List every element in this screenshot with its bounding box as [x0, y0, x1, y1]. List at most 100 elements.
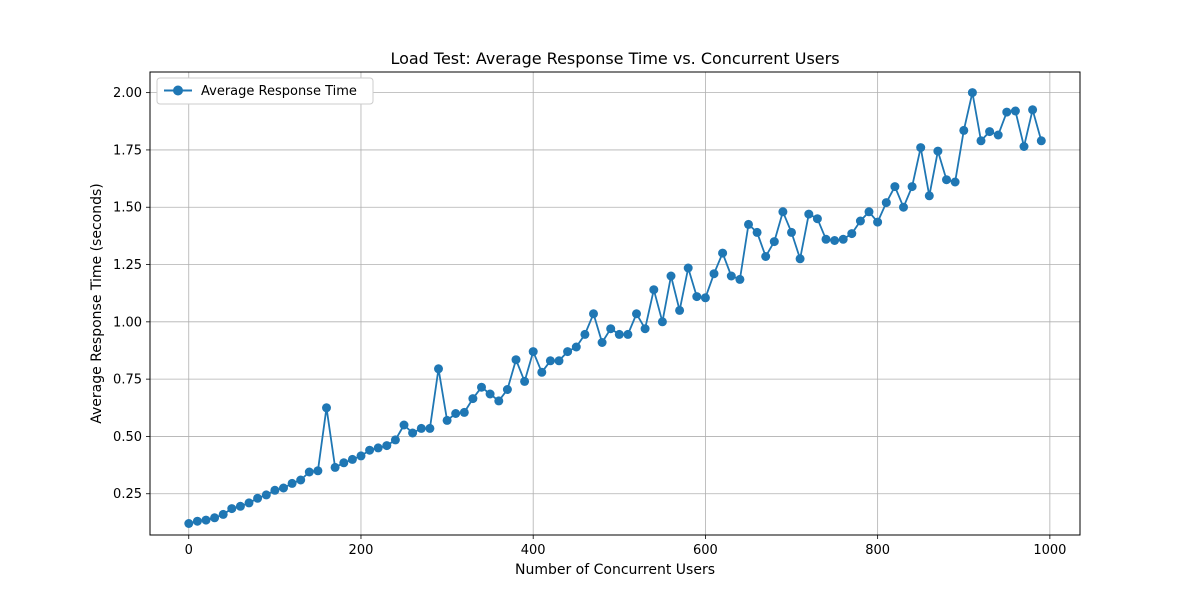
- data-point: [726, 271, 736, 281]
- data-point: [434, 364, 443, 374]
- data-point: [950, 177, 960, 187]
- data-point: [1010, 106, 1020, 116]
- plot-frame: [149, 71, 1081, 536]
- data-point: [227, 504, 237, 514]
- data-point: [830, 236, 840, 245]
- x-tick-label: 600: [693, 543, 718, 558]
- data-point: [761, 252, 771, 261]
- y-tick-label: 0.75: [113, 373, 142, 388]
- data-point: [339, 458, 349, 468]
- data-point: [976, 136, 986, 146]
- data-point: [993, 130, 1003, 140]
- data-point: [924, 191, 934, 201]
- data-point: [873, 217, 883, 227]
- y-tick-label: 1.25: [113, 258, 142, 273]
- data-point: [769, 237, 779, 247]
- series-layer: [184, 88, 1046, 528]
- data-point: [683, 263, 693, 273]
- data-point: [287, 478, 297, 488]
- data-point: [795, 254, 805, 264]
- x-tick-label: 800: [865, 543, 890, 558]
- data-point: [399, 420, 409, 430]
- x-tick-label: 200: [349, 543, 374, 558]
- data-point: [511, 355, 521, 365]
- data-point: [528, 347, 538, 357]
- data-point: [218, 509, 228, 519]
- data-point: [899, 202, 908, 212]
- data-point: [752, 227, 762, 237]
- data-point: [494, 396, 504, 406]
- x-axis-ticks: 0 200 400 600 800 1000: [185, 535, 1066, 558]
- y-tick-label: 2.00: [113, 86, 142, 101]
- data-point: [451, 409, 461, 418]
- y-tick-label: 1.50: [113, 201, 142, 216]
- data-point: [942, 175, 951, 185]
- data-point: [640, 324, 650, 334]
- data-point: [192, 516, 202, 526]
- y-tick-label: 1.75: [113, 143, 142, 158]
- data-point: [408, 428, 418, 438]
- data-point: [296, 475, 306, 485]
- x-axis-label: Number of Concurrent Users: [515, 562, 715, 578]
- data-point: [985, 127, 995, 137]
- data-point: [201, 515, 211, 525]
- data-point: [1019, 142, 1029, 151]
- data-point: [279, 483, 288, 493]
- x-tick-label: 400: [521, 543, 546, 558]
- data-point: [735, 274, 745, 284]
- data-point: [304, 467, 314, 477]
- data-point: [666, 271, 676, 281]
- legend: Average Response Time: [156, 77, 374, 105]
- data-point: [365, 445, 375, 455]
- x-tick-label: 1000: [1033, 543, 1066, 558]
- data-point: [778, 207, 788, 217]
- data-point: [235, 501, 245, 511]
- data-point: [580, 329, 590, 339]
- data-point: [709, 269, 719, 279]
- data-point: [184, 519, 194, 528]
- data-point: [959, 125, 969, 135]
- data-point: [477, 382, 486, 392]
- data-point: [606, 324, 616, 334]
- data-point: [614, 329, 624, 339]
- data-point: [442, 415, 452, 425]
- data-point: [692, 292, 702, 302]
- data-point: [812, 214, 822, 224]
- data-point: [847, 229, 857, 239]
- data-point: [330, 462, 340, 472]
- data-point: [563, 347, 573, 357]
- data-point: [804, 209, 814, 219]
- data-point: [589, 309, 598, 319]
- data-point: [502, 385, 512, 394]
- data-point: [485, 389, 495, 399]
- legend-marker-swatch: [173, 85, 183, 96]
- data-point: [1002, 107, 1012, 117]
- data-point: [554, 356, 564, 366]
- data-point: [244, 498, 254, 508]
- data-point: [675, 305, 685, 315]
- x-tick-label: 0: [185, 543, 193, 558]
- data-point: [425, 423, 435, 433]
- data-point: [744, 219, 753, 229]
- data-point: [210, 513, 220, 523]
- data-point: [649, 285, 659, 295]
- y-tick-label: 1.00: [113, 315, 142, 330]
- y-axis-ticks: 0.25 0.50 0.75 1.00 1.25 1.50 1.75 2.00: [113, 86, 150, 502]
- data-point: [545, 356, 555, 366]
- data-point: [571, 342, 581, 352]
- data-point: [390, 435, 400, 445]
- legend-box: [156, 77, 374, 105]
- data-point: [700, 293, 710, 303]
- data-point: [468, 394, 478, 404]
- data-point: [261, 490, 271, 500]
- data-point: [253, 493, 263, 503]
- data-point: [718, 248, 728, 258]
- data-point: [907, 182, 917, 192]
- data-point: [821, 234, 831, 244]
- data-point: [881, 198, 891, 208]
- data-point: [632, 309, 641, 319]
- data-point: [1036, 136, 1046, 146]
- data-point: [855, 216, 865, 226]
- data-point: [416, 423, 426, 433]
